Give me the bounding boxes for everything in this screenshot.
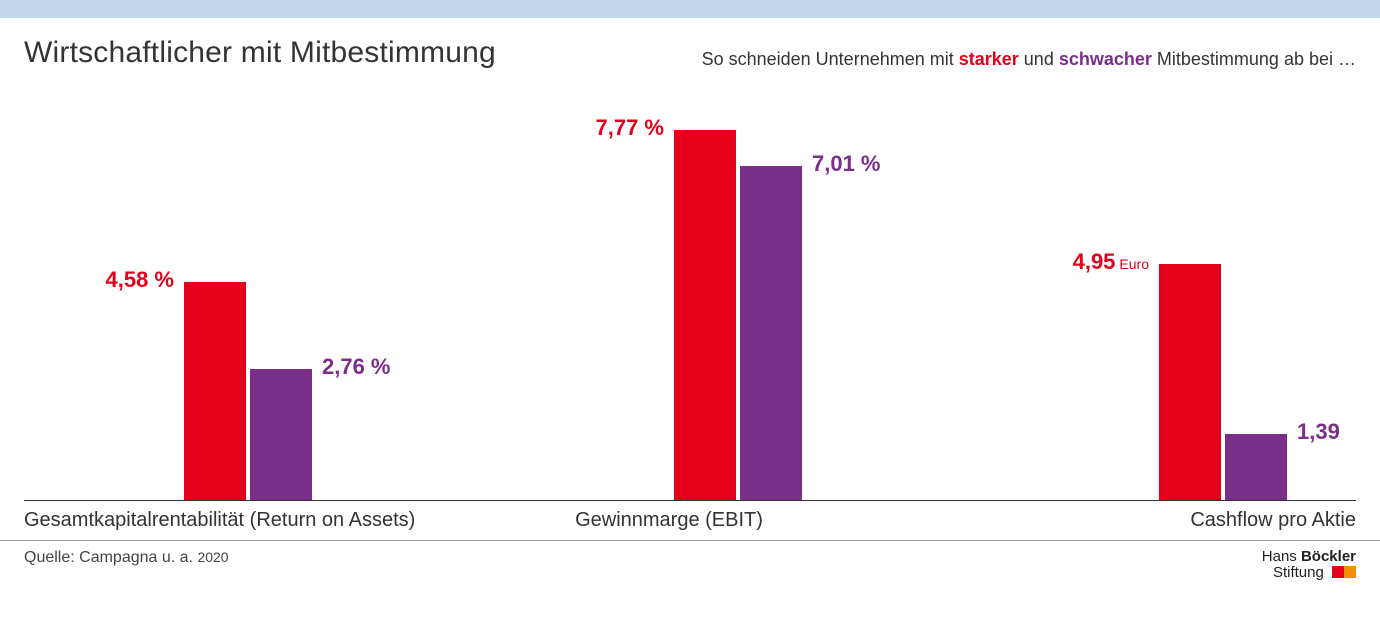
bar-strong-label: 4,95Euro	[1073, 251, 1149, 273]
panel-caption: Gesamtkapitalrentabilität (Return on Ass…	[24, 509, 415, 532]
bar-strong-label: 4,58 %	[106, 269, 175, 291]
chart-area: 4,58 %2,76 %7,77 %7,01 %4,95Euro1,39	[24, 70, 1356, 501]
subtitle-mid: und	[1019, 49, 1059, 69]
source-year: 2020	[197, 549, 228, 565]
logo-square-2	[1344, 566, 1356, 578]
chart-subtitle: So schneiden Unternehmen mit starker und…	[702, 49, 1356, 70]
boeckler-logo: Hans Böckler Stiftung	[1262, 549, 1356, 581]
bar-strong-unit: Euro	[1119, 256, 1149, 272]
subtitle-strong-word: starker	[959, 49, 1019, 69]
bar-strong: 4,58 %	[184, 282, 246, 500]
header: Wirtschaftlicher mit Mitbestimmung So sc…	[0, 18, 1380, 70]
bar-weak-label: 7,01 %	[812, 153, 881, 175]
chart-title: Wirtschaftlicher mit Mitbestimmung	[24, 36, 496, 70]
logo-line2: Stiftung	[1273, 564, 1324, 581]
bar-strong: 7,77 %	[674, 130, 736, 500]
subtitle-weak-word: schwacher	[1059, 49, 1152, 69]
panel-caption: Cashflow pro Aktie	[1190, 509, 1356, 532]
logo-line1b: Böckler	[1301, 548, 1356, 565]
logo-square-1	[1332, 566, 1344, 578]
bar-strong: 4,95Euro	[1159, 264, 1221, 500]
bar-group: 4,95Euro1,39	[1159, 264, 1287, 500]
source-text: Quelle: Campagna u. a. 2020	[24, 549, 229, 567]
footer: Quelle: Campagna u. a. 2020 Hans Böckler…	[0, 540, 1380, 581]
chart: 4,58 %2,76 %7,77 %7,01 %4,95Euro1,39 Ges…	[0, 70, 1380, 540]
bar-group: 7,77 %7,01 %	[674, 130, 802, 500]
source-prefix: Quelle: Campagna u. a.	[24, 549, 197, 566]
bar-weak-label: 2,76 %	[322, 356, 391, 378]
subtitle-prefix: So schneiden Unternehmen mit	[702, 49, 959, 69]
subtitle-suffix: Mitbestimmung ab bei …	[1152, 49, 1356, 69]
top-bar	[0, 0, 1380, 18]
bar-strong-label: 7,77 %	[596, 117, 665, 139]
chart-panel: 4,58 %2,76 %	[24, 70, 454, 500]
bar-group: 4,58 %2,76 %	[184, 282, 312, 500]
bar-weak-label: 1,39	[1297, 421, 1340, 443]
chart-panel: 4,95Euro1,39	[884, 70, 1356, 500]
bar-weak: 7,01 %	[740, 166, 802, 500]
logo-squares	[1332, 566, 1356, 578]
logo-line1a: Hans	[1262, 548, 1301, 565]
bar-weak: 1,39	[1225, 434, 1287, 500]
panel-caption: Gewinnmarge (EBIT)	[575, 509, 763, 532]
bar-weak: 2,76 %	[250, 369, 312, 500]
chart-panel: 7,77 %7,01 %	[454, 70, 884, 500]
